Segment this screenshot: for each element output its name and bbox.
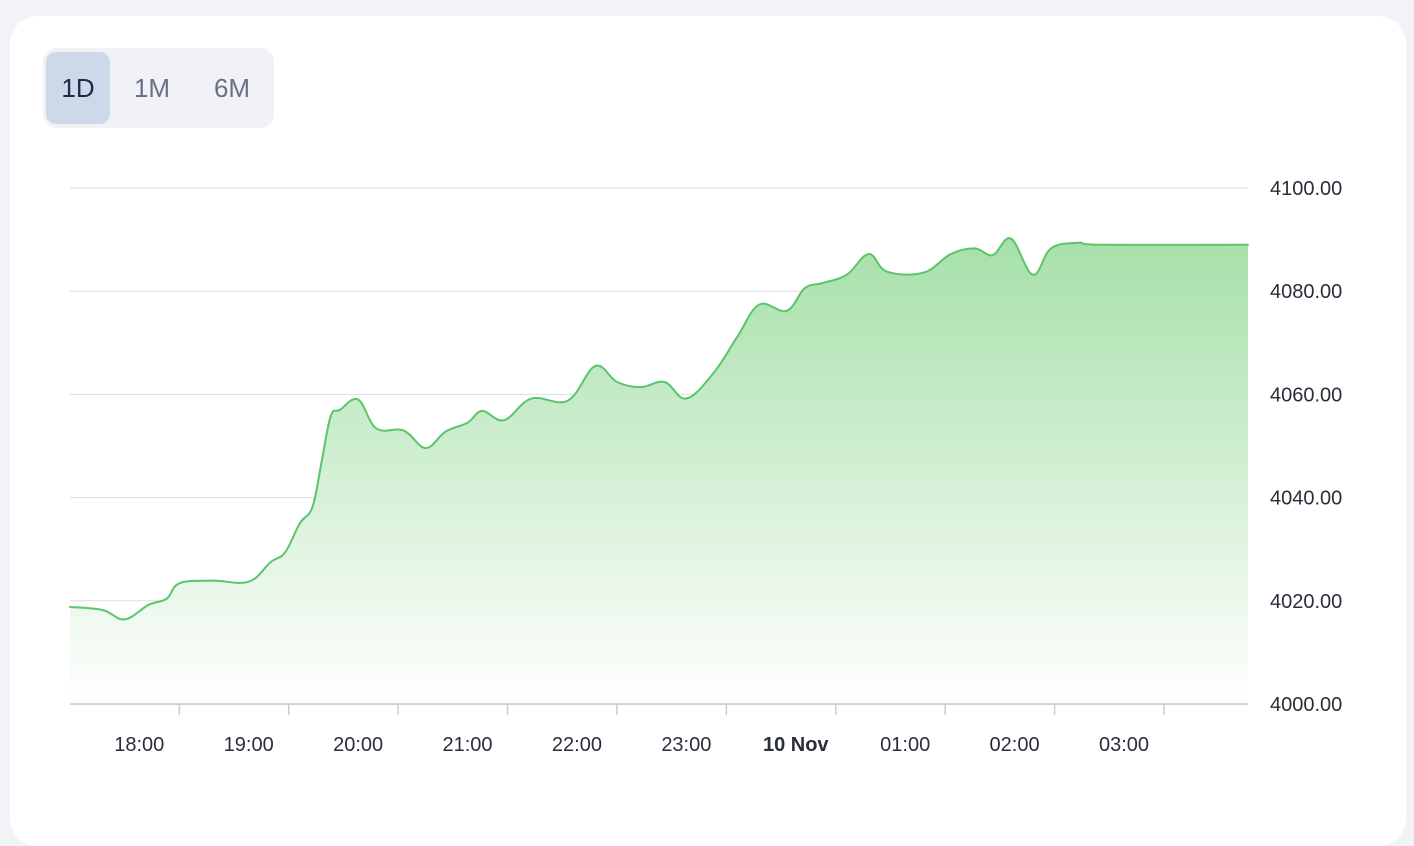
range-tab-1m[interactable]: 1M bbox=[133, 72, 171, 103]
y-tick-label: 4060.00 bbox=[1270, 384, 1342, 406]
x-tick-label: 21:00 bbox=[442, 734, 492, 756]
y-tick-label: 4100.00 bbox=[1270, 178, 1342, 200]
x-tick-label: 02:00 bbox=[990, 734, 1040, 756]
y-tick-label: 4040.00 bbox=[1270, 488, 1342, 510]
x-tick-label: 22:00 bbox=[552, 734, 602, 756]
x-tick-label: 20:00 bbox=[333, 734, 383, 756]
x-tick-label: 19:00 bbox=[224, 734, 274, 756]
y-tick-label: 4080.00 bbox=[1270, 281, 1342, 303]
range-tab-1d[interactable]: 1D bbox=[46, 52, 110, 124]
x-tick-label: 01:00 bbox=[880, 734, 930, 756]
y-tick-label: 4020.00 bbox=[1270, 591, 1342, 613]
x-tick-label: 03:00 bbox=[1099, 734, 1149, 756]
x-tick-label: 18:00 bbox=[114, 734, 164, 756]
range-tab-6m[interactable]: 6M bbox=[213, 72, 251, 103]
x-tick-label: 23:00 bbox=[661, 734, 711, 756]
y-tick-label: 4000.00 bbox=[1270, 694, 1342, 716]
series-line bbox=[69, 237, 1249, 621]
x-tick-label: 10 Nov bbox=[763, 734, 829, 756]
range-selector: 1D 1M 6M bbox=[43, 48, 274, 128]
series-area-fill bbox=[70, 238, 1248, 704]
